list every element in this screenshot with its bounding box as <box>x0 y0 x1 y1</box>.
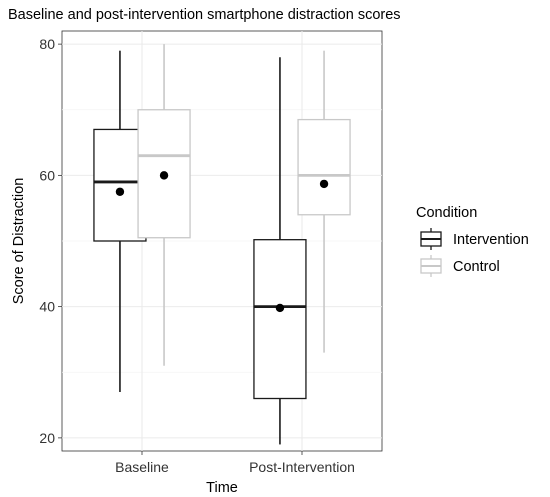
control-mean-point <box>319 179 329 189</box>
y-tick-label: 80 <box>39 36 55 52</box>
intervention-box-2 <box>253 57 307 445</box>
intervention-mean-point <box>275 303 285 313</box>
x-axis-label: Time <box>206 480 238 496</box>
legend-title: Condition <box>416 205 477 221</box>
legend-key-intervention <box>420 228 442 250</box>
x-axis-ticks: Baseline Post-Intervention <box>115 451 355 475</box>
boxes-layer <box>93 44 351 445</box>
control-mean-point <box>159 171 169 180</box>
y-axis-label: Score of Distraction <box>11 178 27 305</box>
y-tick-label: 40 <box>39 299 55 315</box>
legend: Condition Intervention Control <box>416 205 529 277</box>
control-box-1 <box>137 44 191 366</box>
y-tick-label: 20 <box>39 430 55 446</box>
legend-label: Intervention <box>453 232 529 248</box>
y-axis-ticks: 20 40 60 80 <box>39 36 62 446</box>
chart-title: Baseline and post-intervention smartphon… <box>8 7 401 23</box>
control-iqr-box <box>297 118 351 216</box>
intervention-box-1 <box>93 50 147 392</box>
x-tick-label: Baseline <box>115 459 169 475</box>
y-tick-label: 60 <box>39 167 55 183</box>
x-tick-label: Post-Intervention <box>249 459 355 475</box>
control-box-2 <box>297 50 351 353</box>
legend-key-control <box>420 255 442 277</box>
legend-label: Control <box>453 259 500 275</box>
intervention-iqr-box <box>93 128 147 242</box>
intervention-iqr-box <box>253 239 307 400</box>
intervention-mean-point <box>115 187 125 196</box>
